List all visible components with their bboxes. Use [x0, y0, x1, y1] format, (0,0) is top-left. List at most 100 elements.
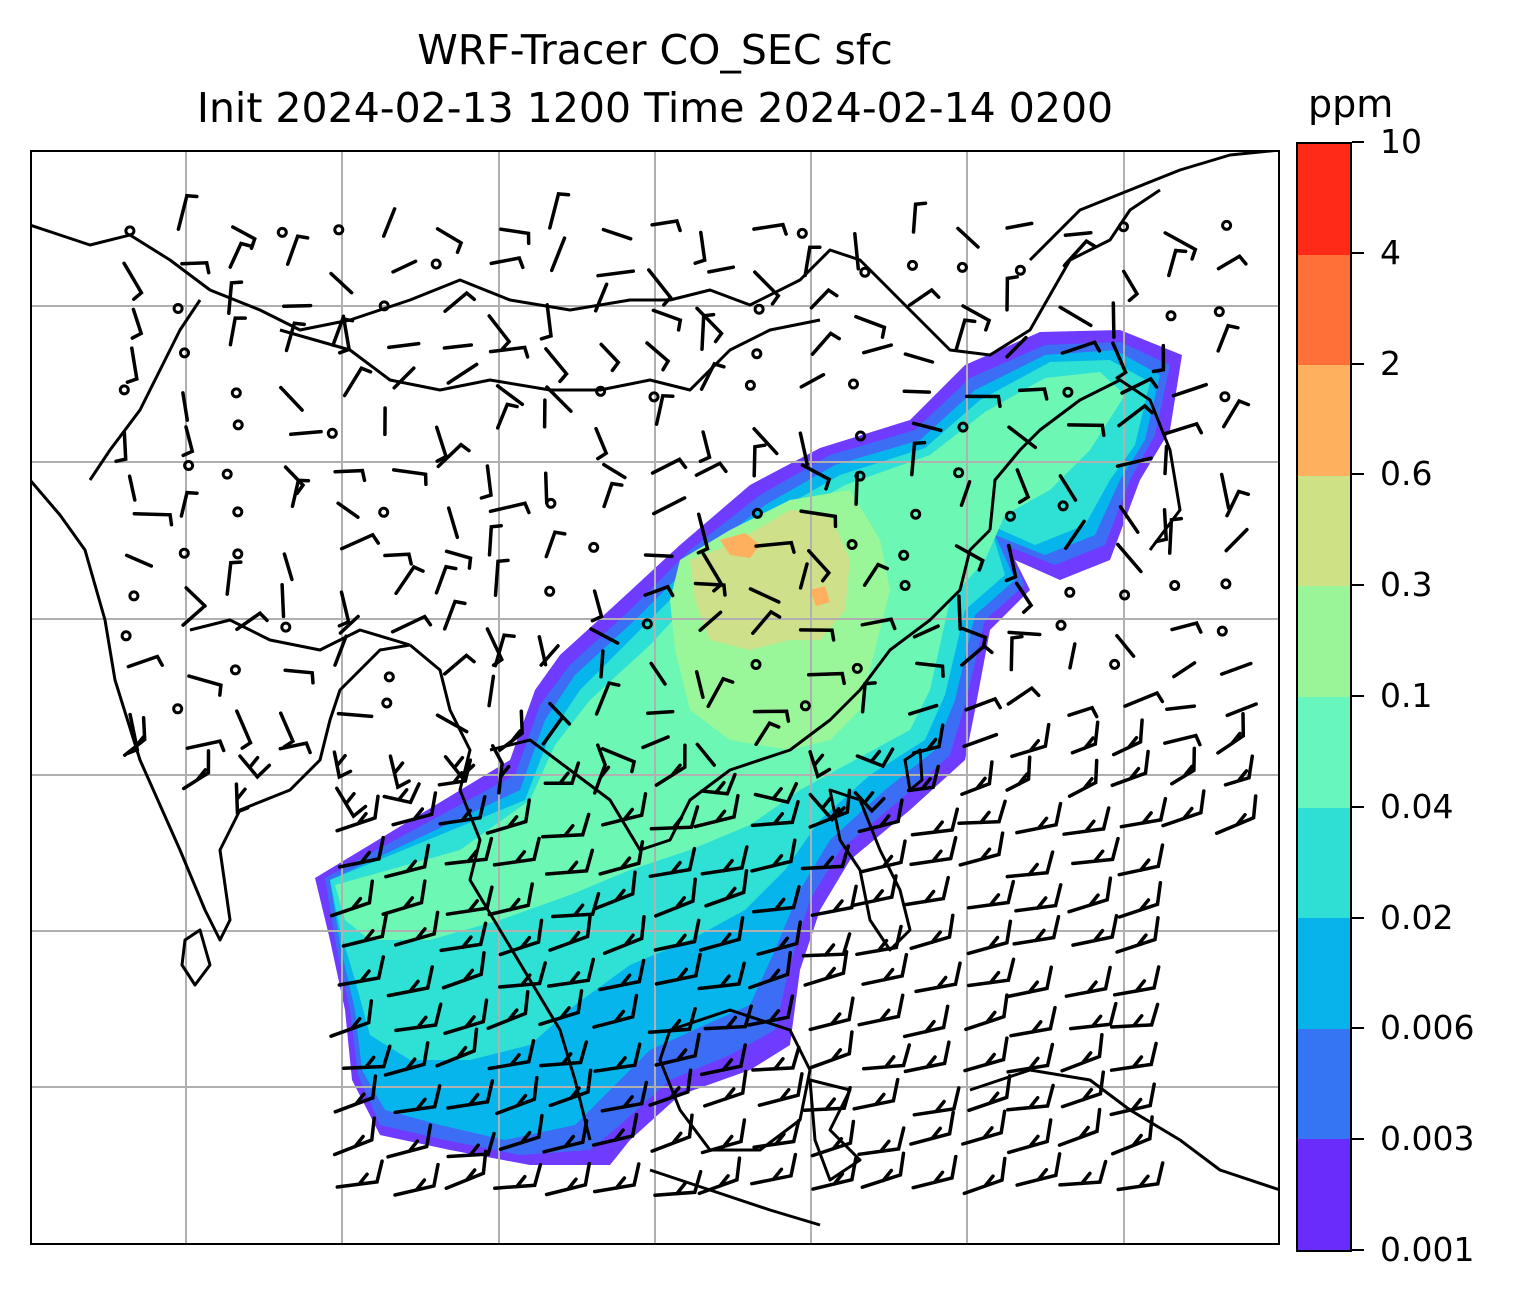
- wind-barb: [1219, 661, 1253, 676]
- wind-barb: [1219, 472, 1231, 510]
- wind-barb: [435, 713, 469, 734]
- wind-barb: [1216, 323, 1240, 353]
- wind-barb: [654, 743, 687, 787]
- calm-marker: [381, 697, 393, 709]
- colorbar-segment: [1298, 1028, 1350, 1140]
- wind-barb: [544, 1161, 592, 1197]
- wind-barb: [114, 430, 128, 464]
- wind-barb: [238, 754, 272, 780]
- wind-barb: [802, 1085, 852, 1113]
- wind-barb: [703, 1069, 748, 1108]
- wind-barb: [488, 501, 531, 515]
- wind-barb: [1006, 685, 1041, 706]
- wind-barb: [1057, 1107, 1102, 1147]
- wind-barb: [1117, 880, 1163, 919]
- wind-barb: [598, 958, 646, 992]
- colorbar-tick-mark: [1352, 141, 1364, 143]
- wind-barb: [337, 955, 386, 987]
- wind-barb: [754, 540, 796, 554]
- calm-marker: [232, 419, 244, 431]
- colorbar-tick-mark: [1352, 584, 1364, 587]
- wind-barb: [961, 304, 992, 332]
- wind-barb: [707, 265, 736, 274]
- wind-barb: [1117, 403, 1154, 428]
- wind-barb: [909, 1110, 955, 1146]
- wind-barb: [1005, 221, 1034, 230]
- wind-barb: [750, 1152, 798, 1186]
- colorbar-tick-label: 2: [1380, 343, 1401, 383]
- wind-barb: [539, 644, 560, 667]
- wind-barb: [235, 709, 253, 750]
- calm-marker: [641, 618, 653, 630]
- wind-barb: [752, 443, 767, 478]
- wind-barb: [446, 1131, 496, 1159]
- calm-marker: [178, 547, 190, 559]
- wind-barb: [798, 431, 809, 466]
- wind-barb: [1007, 630, 1042, 637]
- wind-barb: [589, 627, 620, 645]
- wind-barb: [1058, 305, 1093, 328]
- wind-barb: [434, 564, 458, 595]
- wind-barb: [486, 989, 530, 1030]
- calm-marker: [796, 227, 808, 239]
- wind-barb: [489, 256, 525, 270]
- colorbar-segment: [1298, 475, 1350, 587]
- wind-barb: [697, 961, 746, 991]
- wind-barb: [811, 1156, 858, 1191]
- wind-barb: [336, 501, 360, 519]
- wind-barb: [1170, 746, 1197, 786]
- colorbar-tick-label: 0.1: [1380, 676, 1433, 715]
- calm-marker: [1220, 578, 1232, 590]
- island-java: [649, 1168, 821, 1227]
- wind-barb: [543, 761, 581, 786]
- wind-barb: [700, 772, 737, 796]
- wind-barb: [964, 993, 1009, 1032]
- wind-barb: [801, 932, 852, 958]
- island-sri-lanka: [180, 928, 212, 987]
- wind-barb: [960, 760, 994, 796]
- wind-barb: [653, 918, 701, 952]
- border-himalaya: [189, 618, 411, 652]
- wind-barb: [337, 314, 352, 355]
- wind-barb: [748, 587, 781, 604]
- wind-barb: [1162, 421, 1204, 436]
- wind-barb: [706, 676, 735, 709]
- wind-barb: [957, 594, 962, 631]
- wind-barb: [1167, 248, 1188, 278]
- wind-barb: [181, 391, 190, 422]
- wind-barb: [1109, 1082, 1156, 1117]
- calm-marker: [232, 506, 244, 518]
- wind-barb: [800, 463, 832, 491]
- wind-barb: [961, 1109, 1007, 1146]
- wind-barb: [697, 1156, 742, 1196]
- calm-marker: [183, 460, 195, 471]
- wind-barb: [442, 599, 467, 631]
- calm-marker: [1109, 658, 1121, 670]
- wind-barb: [1005, 275, 1019, 312]
- wind-barb: [1115, 633, 1136, 658]
- wind-barb: [646, 709, 675, 716]
- wind-barb: [1118, 505, 1140, 534]
- wind-barb: [800, 844, 851, 871]
- wind-barb: [1017, 387, 1049, 401]
- calm-marker: [956, 261, 968, 273]
- colorbar-tick-label: 0.006: [1380, 1008, 1475, 1048]
- wind-barb: [695, 306, 724, 344]
- wind-barb: [1109, 1041, 1158, 1072]
- colorbar-segment: [1298, 1138, 1350, 1250]
- wind-barb: [543, 471, 549, 505]
- wind-barb: [855, 924, 903, 957]
- wind-barb: [443, 290, 477, 313]
- wind-barb: [1110, 749, 1150, 788]
- wind-barb: [911, 1154, 958, 1190]
- wind-barb: [1120, 376, 1159, 395]
- wind-barb: [382, 782, 421, 805]
- wind-barb: [282, 552, 294, 582]
- wind-barb: [337, 590, 351, 628]
- wind-barb: [1115, 916, 1160, 954]
- wind-barb: [225, 560, 243, 596]
- wind-barb: [1109, 1002, 1160, 1029]
- wind-barb: [853, 231, 861, 271]
- calm-marker: [799, 700, 811, 712]
- wind-barb: [499, 227, 531, 246]
